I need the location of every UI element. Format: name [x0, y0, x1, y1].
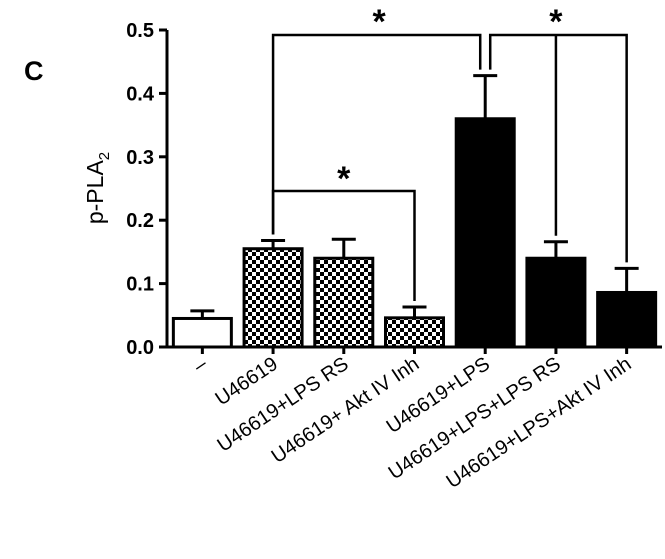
significance-brackets: * * * [271, 3, 628, 302]
bracket-line [271, 33, 482, 235]
bar [384, 316, 445, 349]
y-tick-label: 0.4 [126, 83, 155, 105]
y-tick-label: 0.2 [126, 210, 154, 232]
bar [171, 316, 233, 349]
bracket-line [488, 33, 628, 263]
panel-label: C [24, 56, 44, 86]
significance-star: * [549, 3, 563, 41]
significance-star: * [337, 160, 351, 198]
significance-star: * [373, 3, 387, 41]
bar [313, 256, 375, 349]
y-tick-label: 0.5 [126, 20, 154, 42]
chart-bars [171, 117, 658, 349]
x-tick-label: – [190, 352, 212, 377]
bar [242, 247, 304, 349]
bar [525, 256, 587, 349]
bar [596, 290, 658, 349]
y-tick-label: 0.0 [126, 337, 154, 359]
bracket-line [271, 189, 416, 302]
y-tick-label: 0.1 [126, 274, 154, 296]
y-tick-label: 0.3 [126, 147, 154, 169]
bar [454, 117, 516, 349]
y-axis-label: p-PLA2 [82, 152, 113, 224]
y-axis-label-main: p-PLA [82, 160, 108, 225]
y-axis-label-subscript: 2 [96, 152, 113, 160]
error-bars [190, 74, 639, 319]
